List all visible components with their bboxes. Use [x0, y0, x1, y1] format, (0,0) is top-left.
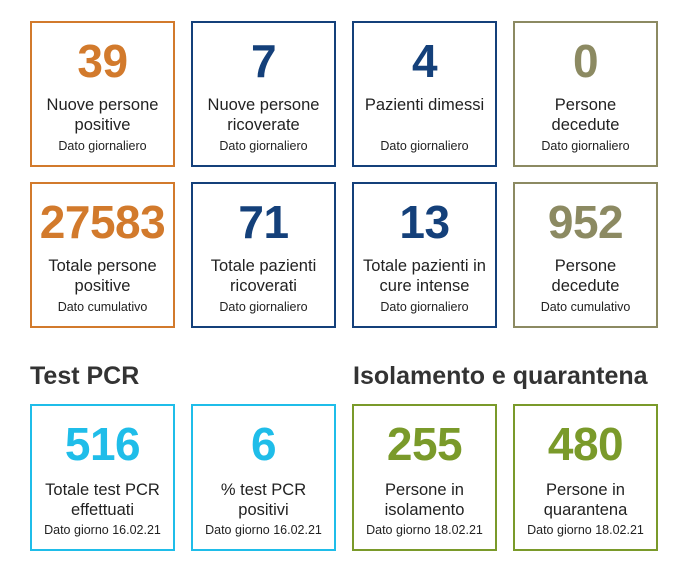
- stat-value: 480: [547, 418, 624, 470]
- stat-card-daily-deaths: 0 Persone decedute Dato giornaliero: [513, 21, 658, 167]
- stat-value: 39: [77, 35, 128, 87]
- stat-value: 7: [250, 35, 277, 87]
- stat-note: Dato giornaliero: [541, 139, 630, 153]
- stat-label: Persone in quarantena: [543, 481, 628, 519]
- stat-note: Dato giorno 18.02.21: [366, 523, 483, 537]
- stat-label: Persone decedute: [551, 257, 620, 295]
- stat-value: 0: [572, 35, 599, 87]
- stat-value: 952: [547, 196, 624, 248]
- stat-value: 516: [64, 418, 141, 470]
- stat-note: Dato giorno 16.02.21: [205, 523, 322, 537]
- stat-note: Dato giornaliero: [380, 139, 469, 153]
- stat-label: Pazienti dimessi: [364, 96, 485, 114]
- stat-label: % test PCR positivi: [220, 481, 307, 519]
- stat-note: Dato giornaliero: [219, 300, 308, 314]
- stat-card-new-positives: 39 Nuove persone positive Dato giornalie…: [30, 21, 175, 167]
- stat-value: 255: [386, 418, 463, 470]
- stat-card-total-hospitalized: 71 Totale pazienti ricoverati Dato giorn…: [191, 182, 336, 328]
- stat-value: 71: [238, 196, 289, 248]
- stat-label: Totale persone positive: [48, 257, 157, 295]
- stat-card-intensive-care: 13 Totale pazienti in cure intense Dato …: [352, 182, 497, 328]
- stat-card-isolation: 255 Persone in isolamento Dato giorno 18…: [352, 404, 497, 551]
- stat-card-discharged: 4 Pazienti dimessi Dato giornaliero: [352, 21, 497, 167]
- stat-note: Dato giornaliero: [380, 300, 469, 314]
- stat-value: 4: [411, 35, 438, 87]
- stat-note: Dato giornaliero: [58, 139, 147, 153]
- stat-value: 6: [250, 418, 277, 470]
- stat-note: Dato giorno 16.02.21: [44, 523, 161, 537]
- stat-label: Totale pazienti in cure intense: [363, 257, 486, 295]
- section-title-isolation: Isolamento e quarantena: [353, 362, 648, 390]
- stat-note: Dato giorno 18.02.21: [527, 523, 644, 537]
- stat-card-new-hospitalized: 7 Nuove persone ricoverate Dato giornali…: [191, 21, 336, 167]
- stat-label: Persone in isolamento: [384, 481, 465, 519]
- stat-card-pcr-tests: 516 Totale test PCR effettuati Dato gior…: [30, 404, 175, 551]
- stat-note: Dato cumulativo: [540, 300, 631, 314]
- stat-label: Nuove persone ricoverate: [207, 96, 320, 134]
- stat-card-total-deaths: 952 Persone decedute Dato cumulativo: [513, 182, 658, 328]
- stat-note: Dato giornaliero: [219, 139, 308, 153]
- stat-label: Nuove persone positive: [46, 96, 159, 134]
- stat-note: Dato cumulativo: [57, 300, 148, 314]
- stat-label: Totale test PCR effettuati: [45, 481, 160, 519]
- stat-label: Persone decedute: [551, 96, 620, 134]
- stat-card-total-positives: 27583 Totale persone positive Dato cumul…: [30, 182, 175, 328]
- stat-card-quarantine: 480 Persone in quarantena Dato giorno 18…: [513, 404, 658, 551]
- stat-value: 13: [399, 196, 450, 248]
- stat-label: Totale pazienti ricoverati: [210, 257, 317, 295]
- section-title-pcr: Test PCR: [30, 362, 140, 390]
- stat-card-pcr-positive-rate: 6 % test PCR positivi Dato giorno 16.02.…: [191, 404, 336, 551]
- stat-value: 27583: [39, 196, 166, 248]
